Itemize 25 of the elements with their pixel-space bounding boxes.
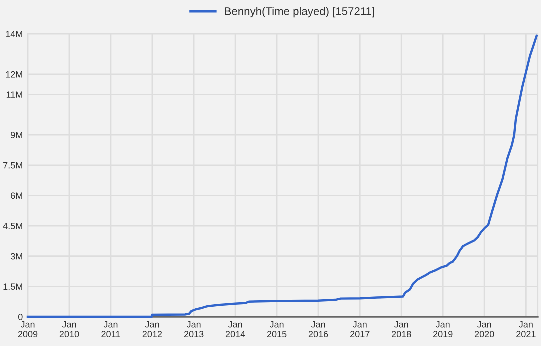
x-tick-label: Jan 2009 <box>18 322 38 338</box>
y-tick-label: 4.5M <box>3 223 22 230</box>
y-tick-label: 0 <box>18 314 23 320</box>
x-tick-label: Jan 2019 <box>434 322 453 338</box>
legend-label: Bennyh(Time played) [157211] <box>225 7 374 18</box>
line-series <box>26 34 538 318</box>
x-tick-label: Jan 2020 <box>474 322 494 338</box>
y-tick-label: 3M <box>10 253 22 260</box>
y-tick-label: 6M <box>11 192 22 200</box>
x-tick-label: Jan 2021 <box>516 322 536 338</box>
x-tick-label: Jan 2011 <box>102 322 120 338</box>
x-tick-label: Jan 2012 <box>142 322 162 338</box>
x-tick-label: Jan 2015 <box>267 322 287 338</box>
y-tick-label: 1.5M <box>4 284 22 290</box>
x-tick-label: Jan 2017 <box>350 322 370 338</box>
x-tick-label: Jan 2018 <box>392 322 412 338</box>
y-tick-label: 9M <box>11 132 22 138</box>
y-tick-label: 12M <box>6 71 22 78</box>
y-tick-label: 14M <box>6 31 22 38</box>
x-tick-label: Jan 2013 <box>184 322 204 338</box>
x-tick-label: Jan 2014 <box>226 322 246 338</box>
x-tick-label: Jan 2016 <box>308 322 328 338</box>
x-tick-label: Jan 2010 <box>60 322 80 338</box>
y-tick-label: 11M <box>6 92 22 98</box>
y-tick-label: 7.5M <box>4 162 22 169</box>
